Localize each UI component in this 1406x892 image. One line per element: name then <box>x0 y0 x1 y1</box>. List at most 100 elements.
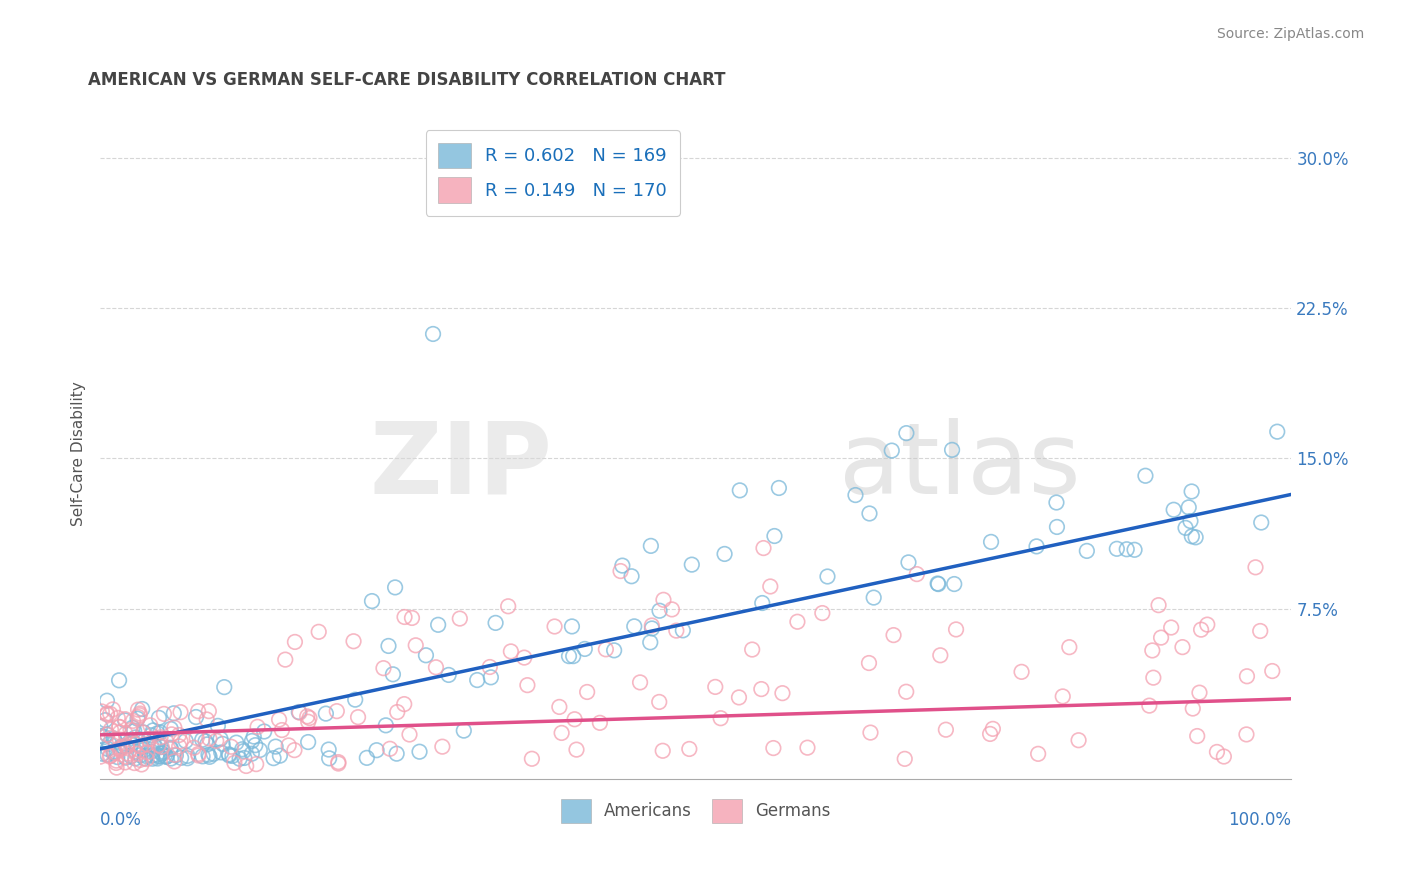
Text: ZIP: ZIP <box>370 417 553 515</box>
Point <box>943 577 966 591</box>
Point <box>149 731 172 745</box>
Point <box>565 742 588 756</box>
Point <box>648 695 671 709</box>
Point <box>263 751 285 765</box>
Point <box>149 725 172 739</box>
Point <box>344 692 367 706</box>
Point <box>159 742 181 756</box>
Point <box>134 751 156 765</box>
Point <box>253 724 276 739</box>
Point <box>142 723 165 738</box>
Point <box>896 426 918 441</box>
Point <box>135 748 157 763</box>
Point <box>628 675 651 690</box>
Point <box>377 639 399 653</box>
Point <box>146 751 169 765</box>
Point <box>318 751 340 765</box>
Point <box>1052 690 1074 704</box>
Point <box>232 744 254 758</box>
Point <box>150 740 173 755</box>
Point <box>191 732 214 747</box>
Point <box>612 558 634 573</box>
Point <box>141 752 163 766</box>
Point <box>96 694 118 708</box>
Point <box>1185 729 1208 743</box>
Text: 100.0%: 100.0% <box>1229 812 1291 830</box>
Point <box>125 747 148 761</box>
Point <box>129 753 152 767</box>
Point <box>148 738 170 752</box>
Point <box>405 638 427 652</box>
Point <box>146 726 169 740</box>
Point <box>1026 747 1049 761</box>
Point <box>401 611 423 625</box>
Point <box>638 635 661 649</box>
Point <box>97 742 120 756</box>
Point <box>896 685 918 699</box>
Point <box>249 743 271 757</box>
Point <box>115 739 138 753</box>
Point <box>167 728 190 742</box>
Point <box>297 714 319 729</box>
Point <box>155 749 177 764</box>
Point <box>749 682 772 697</box>
Point <box>905 567 928 582</box>
Point <box>672 624 695 638</box>
Point <box>141 728 163 742</box>
Point <box>945 623 967 637</box>
Point <box>163 721 186 735</box>
Point <box>1059 640 1081 655</box>
Point <box>361 594 384 608</box>
Point <box>1265 425 1288 439</box>
Point <box>114 750 136 764</box>
Point <box>927 577 949 591</box>
Point <box>326 704 349 718</box>
Point <box>152 745 174 759</box>
Point <box>143 739 166 754</box>
Point <box>543 619 565 633</box>
Point <box>195 737 218 751</box>
Point <box>98 749 121 764</box>
Point <box>880 443 903 458</box>
Point <box>242 730 264 744</box>
Point <box>96 728 118 742</box>
Point <box>198 749 221 764</box>
Point <box>115 749 138 764</box>
Point <box>661 602 683 616</box>
Point <box>479 670 502 684</box>
Point <box>640 539 662 553</box>
Point <box>1045 495 1067 509</box>
Point <box>269 748 291 763</box>
Point <box>308 624 330 639</box>
Point <box>100 723 122 737</box>
Point <box>883 628 905 642</box>
Point <box>96 707 118 722</box>
Point <box>1011 665 1033 679</box>
Point <box>1142 643 1164 657</box>
Point <box>155 749 177 764</box>
Point <box>198 731 221 746</box>
Point <box>432 739 454 754</box>
Point <box>373 661 395 675</box>
Point <box>100 748 122 763</box>
Point <box>770 686 793 700</box>
Point <box>132 725 155 739</box>
Point <box>117 747 139 761</box>
Point <box>129 739 152 754</box>
Point <box>108 742 131 756</box>
Point <box>125 745 148 759</box>
Point <box>496 599 519 614</box>
Point <box>191 749 214 764</box>
Point <box>105 756 128 770</box>
Point <box>288 706 311 720</box>
Point <box>124 751 146 765</box>
Point <box>1250 516 1272 530</box>
Point <box>128 708 150 723</box>
Point <box>284 635 307 649</box>
Point <box>752 541 775 555</box>
Point <box>219 739 242 754</box>
Point <box>108 741 131 756</box>
Point <box>235 759 257 773</box>
Point <box>295 709 318 723</box>
Point <box>385 747 408 761</box>
